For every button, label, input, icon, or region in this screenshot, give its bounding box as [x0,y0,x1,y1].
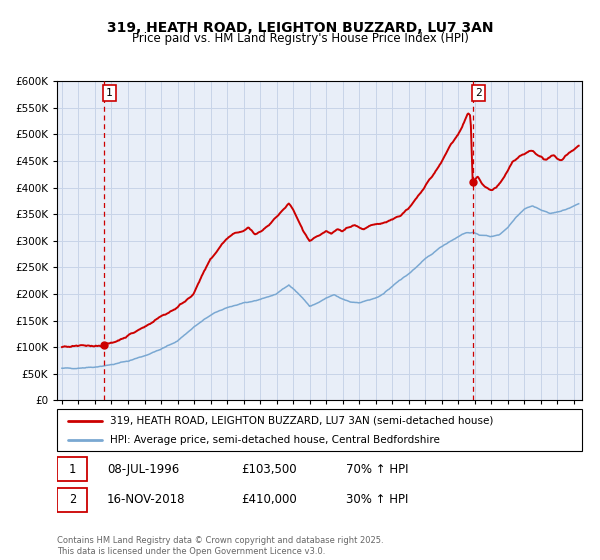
Text: £103,500: £103,500 [241,463,296,475]
Text: 1: 1 [106,88,113,98]
Text: Price paid vs. HM Land Registry's House Price Index (HPI): Price paid vs. HM Land Registry's House … [131,32,469,45]
Bar [57,488,88,512]
Text: HPI: Average price, semi-detached house, Central Bedfordshire: HPI: Average price, semi-detached house,… [110,435,439,445]
Text: £410,000: £410,000 [241,493,296,506]
Text: 70% ↑ HPI: 70% ↑ HPI [346,463,408,475]
Text: 30% ↑ HPI: 30% ↑ HPI [346,493,408,506]
Text: 16-NOV-2018: 16-NOV-2018 [107,493,185,506]
Text: 2: 2 [68,493,76,506]
Bar [57,458,88,480]
Text: 319, HEATH ROAD, LEIGHTON BUZZARD, LU7 3AN: 319, HEATH ROAD, LEIGHTON BUZZARD, LU7 3… [107,21,493,35]
Text: Contains HM Land Registry data © Crown copyright and database right 2025.
This d: Contains HM Land Registry data © Crown c… [57,536,383,556]
Text: 2: 2 [475,88,482,98]
Text: 08-JUL-1996: 08-JUL-1996 [107,463,179,475]
Text: 319, HEATH ROAD, LEIGHTON BUZZARD, LU7 3AN (semi-detached house): 319, HEATH ROAD, LEIGHTON BUZZARD, LU7 3… [110,416,493,426]
Text: 1: 1 [68,463,76,475]
